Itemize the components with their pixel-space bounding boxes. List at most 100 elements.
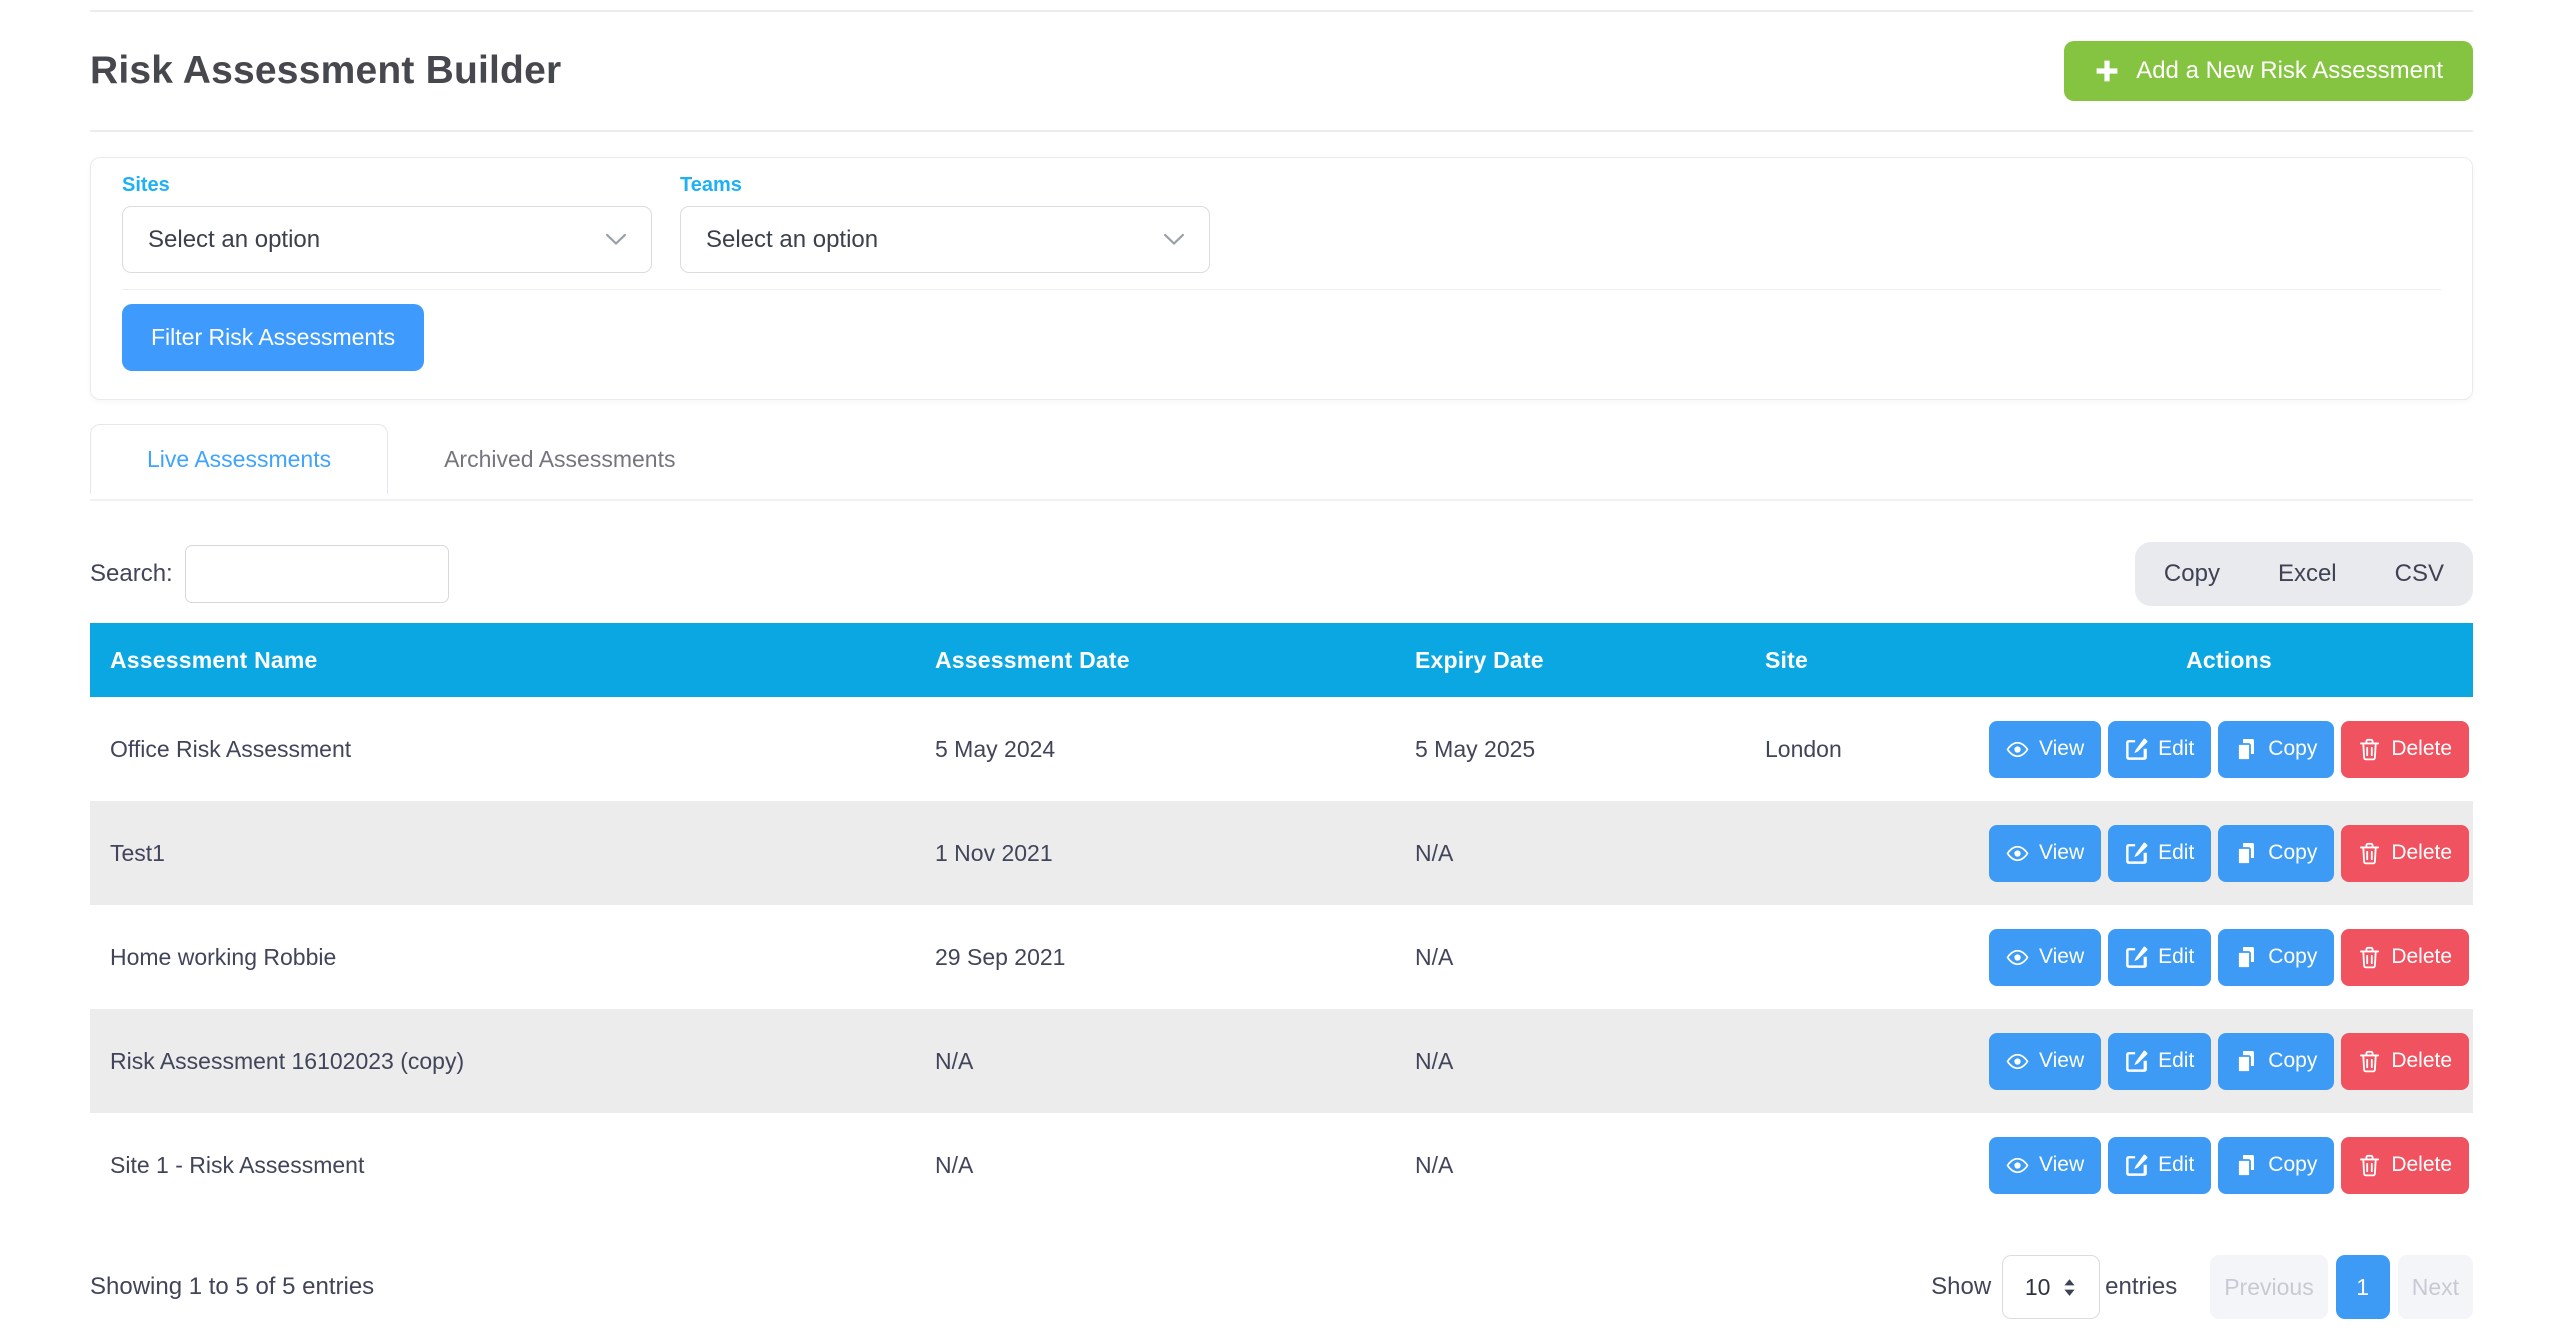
copy-pages-icon bbox=[2237, 1154, 2255, 1177]
footer-controls: Show 10 entries Previous 1 Next bbox=[1931, 1255, 2473, 1319]
cell-assessment-date: N/A bbox=[935, 1047, 974, 1074]
eye-icon bbox=[2006, 845, 2029, 861]
header-divider bbox=[90, 130, 2473, 132]
copy-pages-icon bbox=[2237, 842, 2255, 865]
copy-button[interactable]: Copy bbox=[2218, 720, 2335, 778]
delete-button[interactable]: Delete bbox=[2341, 720, 2470, 778]
view-button[interactable]: View bbox=[1988, 824, 2102, 882]
table-header-row: Assessment Name Assessment Date Expiry D… bbox=[90, 623, 2473, 697]
sites-select[interactable]: Select an option bbox=[122, 206, 652, 273]
delete-button[interactable]: Delete bbox=[2341, 824, 2470, 882]
filter-risk-assessments-button[interactable]: Filter Risk Assessments bbox=[122, 304, 425, 371]
teams-label: Teams bbox=[680, 174, 742, 196]
view-button[interactable]: View bbox=[1988, 1032, 2102, 1090]
copy-button[interactable]: Copy bbox=[2218, 1136, 2335, 1194]
column-header-actions: Actions bbox=[2186, 646, 2272, 673]
tab-strip-divider bbox=[90, 499, 2473, 501]
table-body: Office Risk Assessment 5 May 2024 5 May … bbox=[90, 697, 2473, 1217]
page-1-button[interactable]: 1 bbox=[2335, 1255, 2390, 1319]
cell-assessment-name: Risk Assessment 16102023 (copy) bbox=[110, 1047, 465, 1074]
search-input[interactable] bbox=[184, 545, 449, 603]
tab-archived-assessments[interactable]: Archived Assessments bbox=[444, 445, 676, 472]
cell-assessment-name: Office Risk Assessment bbox=[110, 735, 352, 762]
delete-button[interactable]: Delete bbox=[2341, 1032, 2470, 1090]
up-down-arrows-icon bbox=[2064, 1278, 2076, 1296]
cell-assessment-name: Home working Robbie bbox=[110, 943, 337, 970]
filter-panel: Sites Select an option Teams Select an o… bbox=[90, 157, 2473, 400]
cell-expiry-date: N/A bbox=[1415, 839, 1454, 866]
filter-divider bbox=[122, 289, 2441, 290]
page-size-select[interactable]: 10 bbox=[2002, 1255, 2101, 1319]
sites-label: Sites bbox=[122, 174, 170, 196]
copy-button[interactable]: Copy bbox=[2218, 824, 2335, 882]
cell-site: London bbox=[1765, 735, 1842, 762]
cell-expiry-date: 5 May 2025 bbox=[1415, 735, 1536, 762]
page-size-value: 10 bbox=[2024, 1273, 2051, 1300]
copy-export-button[interactable]: Copy bbox=[2135, 542, 2249, 606]
table-row: Risk Assessment 16102023 (copy) N/A N/A … bbox=[90, 1009, 2473, 1113]
teams-select[interactable]: Select an option bbox=[680, 206, 1210, 273]
cell-assessment-date: 29 Sep 2021 bbox=[935, 943, 1066, 970]
cell-actions: View Edit Copy bbox=[1985, 720, 2473, 778]
pencil-square-icon bbox=[2126, 738, 2148, 760]
column-header-expiry-date: Expiry Date bbox=[1415, 646, 1544, 673]
pencil-square-icon bbox=[2126, 842, 2148, 864]
copy-pages-icon bbox=[2237, 1050, 2255, 1073]
table-row: Site 1 - Risk Assessment N/A N/A View Ed… bbox=[90, 1113, 2473, 1217]
page-title: Risk Assessment Builder bbox=[90, 49, 562, 92]
plus-icon bbox=[2096, 60, 2118, 82]
pencil-square-icon bbox=[2126, 946, 2148, 968]
view-button[interactable]: View bbox=[1988, 720, 2102, 778]
table-row: Office Risk Assessment 5 May 2024 5 May … bbox=[90, 697, 2473, 801]
add-risk-assessment-button[interactable]: Add a New Risk Assessment bbox=[2064, 41, 2473, 101]
cell-expiry-date: N/A bbox=[1415, 943, 1454, 970]
pagination: Previous 1 Next bbox=[2210, 1255, 2473, 1319]
cell-assessment-date: 1 Nov 2021 bbox=[935, 839, 1053, 866]
cell-actions: View Edit Copy bbox=[1985, 1136, 2473, 1194]
edit-button[interactable]: Edit bbox=[2108, 824, 2212, 882]
eye-icon bbox=[2006, 1157, 2029, 1173]
table-footer: Showing 1 to 5 of 5 entries Show 10 entr… bbox=[90, 1255, 2473, 1319]
edit-button[interactable]: Edit bbox=[2108, 928, 2212, 986]
view-button[interactable]: View bbox=[1988, 928, 2102, 986]
column-header-assessment-name: Assessment Name bbox=[110, 646, 318, 673]
column-header-assessment-date: Assessment Date bbox=[935, 646, 1130, 673]
eye-icon bbox=[2006, 741, 2029, 757]
add-button-label: Add a New Risk Assessment bbox=[2136, 57, 2443, 84]
entries-label: entries bbox=[2105, 1273, 2178, 1300]
trash-icon bbox=[2360, 1050, 2380, 1072]
show-label: Show bbox=[1931, 1273, 1992, 1300]
eye-icon bbox=[2006, 949, 2029, 965]
copy-pages-icon bbox=[2237, 946, 2255, 969]
csv-export-button[interactable]: CSV bbox=[2366, 542, 2473, 606]
view-button[interactable]: View bbox=[1988, 1136, 2102, 1194]
table-toolbar: Search: Copy Excel CSV bbox=[90, 542, 2473, 606]
edit-button[interactable]: Edit bbox=[2108, 720, 2212, 778]
cell-expiry-date: N/A bbox=[1415, 1047, 1454, 1074]
teams-field: Teams Select an option bbox=[680, 172, 1210, 273]
cell-actions: View Edit Copy bbox=[1985, 1032, 2473, 1090]
export-button-group: Copy Excel CSV bbox=[2134, 542, 2473, 606]
cell-assessment-name: Site 1 - Risk Assessment bbox=[110, 1151, 365, 1178]
next-page-button[interactable]: Next bbox=[2397, 1255, 2473, 1319]
chevron-down-icon bbox=[605, 233, 627, 246]
cell-expiry-date: N/A bbox=[1415, 1151, 1454, 1178]
tab-live-assessments[interactable]: Live Assessments bbox=[90, 424, 389, 494]
excel-export-button[interactable]: Excel bbox=[2249, 542, 2366, 606]
risk-assessment-page: Risk Assessment Builder Add a New Risk A… bbox=[90, 10, 2473, 1319]
previous-page-button[interactable]: Previous bbox=[2210, 1255, 2328, 1319]
trash-icon bbox=[2360, 946, 2380, 968]
cell-assessment-date: N/A bbox=[935, 1151, 974, 1178]
edit-button[interactable]: Edit bbox=[2108, 1136, 2212, 1194]
pencil-square-icon bbox=[2126, 1154, 2148, 1176]
table-row: Test1 1 Nov 2021 N/A View Edit bbox=[90, 801, 2473, 905]
sites-field: Sites Select an option bbox=[122, 172, 652, 273]
cell-actions: View Edit Copy bbox=[1985, 928, 2473, 986]
cell-assessment-name: Test1 bbox=[110, 839, 165, 866]
delete-button[interactable]: Delete bbox=[2341, 928, 2470, 986]
delete-button[interactable]: Delete bbox=[2341, 1136, 2470, 1194]
showing-entries-text: Showing 1 to 5 of 5 entries bbox=[90, 1273, 375, 1300]
copy-button[interactable]: Copy bbox=[2218, 928, 2335, 986]
edit-button[interactable]: Edit bbox=[2108, 1032, 2212, 1090]
copy-button[interactable]: Copy bbox=[2218, 1032, 2335, 1090]
